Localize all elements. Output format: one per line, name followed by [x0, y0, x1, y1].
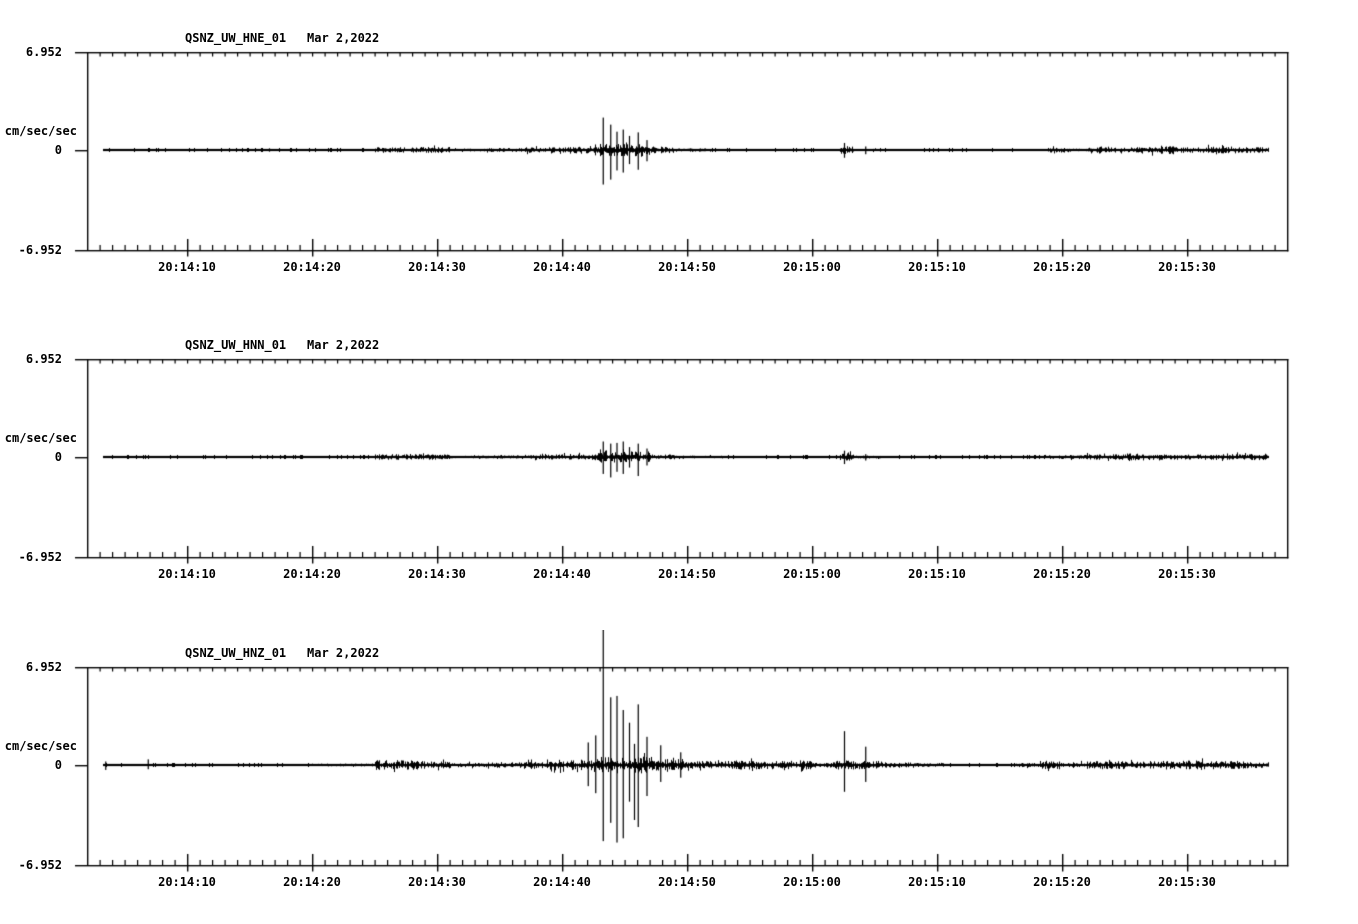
y-axis-max-label: 6.952 — [25, 45, 62, 59]
y-axis-zero-label: 0 — [54, 758, 62, 772]
trace-plot-canvas — [70, 322, 1300, 572]
y-axis-unit-label: cm/sec/sec — [4, 739, 77, 753]
trace-plot-canvas — [70, 630, 1300, 880]
y-axis-zero-label: 0 — [54, 450, 62, 464]
y-axis-unit-label: cm/sec/sec — [4, 124, 77, 138]
seismogram-panel-hnn: QSNZ_UW_HNN_01 Mar 2,2022 6.952 cm/sec/s… — [0, 307, 1358, 615]
y-axis-unit-label: cm/sec/sec — [4, 431, 77, 445]
y-axis-min-label: -6.952 — [18, 550, 62, 564]
seismogram-panel-hne: QSNZ_UW_HNE_01 Mar 2,2022 6.952 cm/sec/s… — [0, 0, 1358, 308]
y-axis-zero-label: 0 — [54, 143, 62, 157]
y-axis-max-label: 6.952 — [25, 660, 62, 674]
y-axis-min-label: -6.952 — [18, 858, 62, 872]
seismogram-panel-hnz: QSNZ_UW_HNZ_01 Mar 2,2022 6.952 cm/sec/s… — [0, 615, 1358, 923]
y-axis-min-label: -6.952 — [18, 243, 62, 257]
trace-plot-canvas — [70, 15, 1300, 265]
y-axis-max-label: 6.952 — [25, 352, 62, 366]
